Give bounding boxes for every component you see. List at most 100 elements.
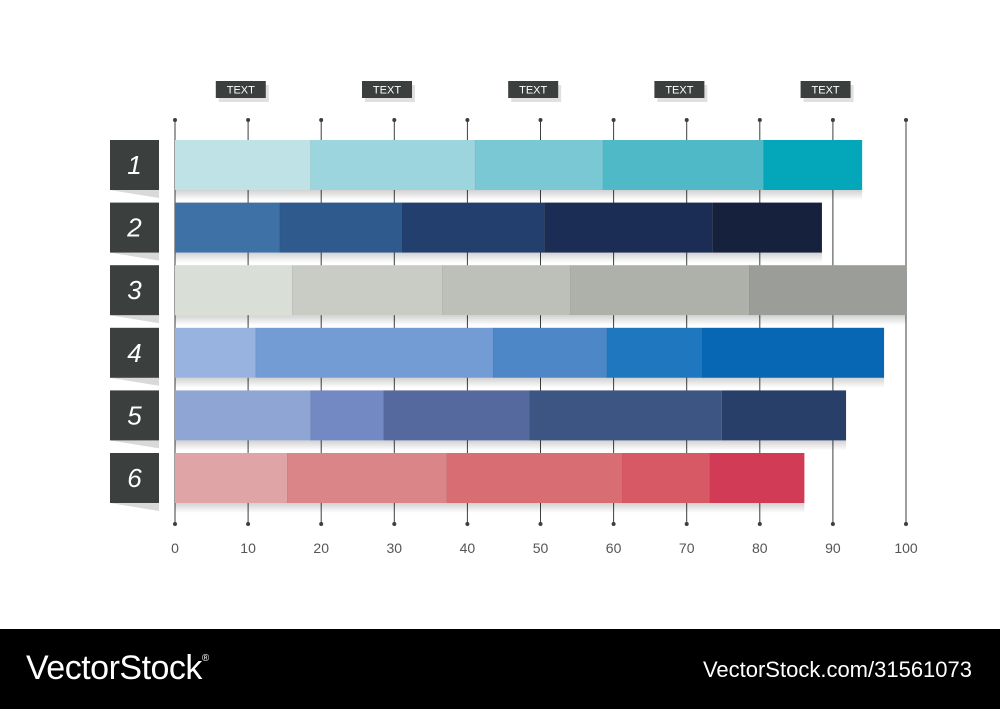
bar-segment-2-1 [175, 202, 280, 253]
row-label-shadow-3 [110, 315, 159, 324]
gridline-bottom-dot-90 [830, 522, 835, 526]
bar-segment-edge-3-5 [748, 265, 767, 316]
row-label-4: 4 [127, 338, 141, 368]
bar-segment-edge-3-2 [291, 265, 310, 316]
bar-segment-edge-2-5 [712, 202, 731, 253]
top-label-text: TEXT [227, 85, 255, 97]
bar-segment-edge-1-3 [474, 140, 493, 190]
bar-segment-edge-1-2 [310, 140, 329, 190]
bar-segment-3-5 [748, 265, 906, 316]
x-tick-label-50: 50 [533, 540, 549, 556]
bar-segment-edge-3-4 [569, 265, 588, 316]
row-label-box-5 [110, 390, 159, 441]
bar-segment-edge-6-4 [621, 453, 640, 503]
footer-bar: VectorStock® VectorStock.com/31561073 [0, 629, 1000, 709]
bar-segment-edge-4-4 [606, 327, 625, 378]
bar-segment-2-5 [712, 202, 822, 253]
gridline-top-dot-40 [465, 118, 470, 122]
gridline-top-dot-90 [830, 118, 835, 122]
row-label-1: 1 [127, 150, 141, 180]
gridline-bottom-dot-0 [173, 522, 177, 526]
x-tick-label-60: 60 [606, 540, 622, 556]
bar-segment-3-1 [175, 265, 292, 316]
row-labels: 1 2 3 4 5 6 [110, 140, 159, 511]
gridline-bottom-dot-100 [904, 522, 908, 526]
row-label-shadow-1 [110, 190, 159, 198]
gridline-top-dot-80 [757, 118, 762, 122]
x-tick-label-20: 20 [313, 540, 329, 556]
bar-segment-5-1 [175, 390, 311, 441]
bar-segment-4-1 [175, 327, 256, 378]
gridline-bottom-dot-10 [246, 522, 251, 526]
gridline-top-dot-30 [392, 118, 397, 122]
row-label-shadow-2 [110, 252, 159, 261]
bar-segment-3-3 [441, 265, 570, 316]
gridline-bottom-dot-20 [319, 522, 324, 526]
bar-shadow-2 [175, 252, 822, 263]
bar-shadow-6 [175, 503, 805, 513]
x-tick-label-30: 30 [387, 540, 403, 556]
x-tick-label-100: 100 [894, 540, 918, 556]
x-tick-label-90: 90 [825, 540, 841, 556]
bar-segment-edge-2-3 [401, 202, 420, 253]
row-label-shadow-5 [110, 440, 159, 449]
top-label-box [215, 81, 266, 98]
row-label-box-4 [110, 327, 159, 378]
bar-segment-edge-1-4 [602, 140, 621, 190]
top-label-text: TEXT [812, 85, 840, 97]
gridline-top-dot-20 [319, 118, 324, 122]
top-label-box [800, 81, 851, 98]
gridline-bottom-dot-30 [392, 522, 397, 526]
top-label-box [508, 81, 559, 98]
top-label-box [361, 81, 412, 98]
bar-segment-5-3 [383, 390, 530, 441]
bar-segment-4-2 [255, 327, 493, 378]
top-label-text: TEXT [665, 85, 693, 97]
top-label-text: TEXT [373, 85, 401, 97]
x-tick-label-0: 0 [171, 540, 179, 556]
row-label-box-3 [110, 265, 159, 316]
bar-segment-2-3 [401, 202, 545, 253]
row-label-box-1 [110, 140, 159, 190]
row-label-2: 2 [126, 213, 142, 243]
row-label-box-6 [110, 453, 159, 503]
bar-segment-6-2 [286, 453, 447, 503]
bar-segment-edge-5-4 [529, 390, 548, 441]
x-axis-ticks: 0 10 20 30 40 50 60 70 80 90 100 [171, 540, 918, 556]
bar-segment-4-3 [492, 327, 607, 378]
gridline-bottom-dot-60 [611, 522, 616, 526]
chart-area: TEXT TEXT TEXT TEXT TEXT 1 2 3 4 5 6 0 10 20 30 40 50 6… [110, 81, 918, 556]
bar-shadow-1 [175, 190, 863, 200]
row-label-box-2 [110, 202, 159, 253]
bar-segment-edge-2-2 [279, 202, 298, 253]
bar-segment-2-2 [279, 202, 402, 253]
top-labels: TEXT TEXT TEXT TEXT TEXT [215, 81, 854, 102]
bar-segment-6-1 [175, 453, 287, 503]
bar-segment-6-3 [446, 453, 622, 503]
row-label-5: 5 [127, 400, 142, 430]
bar-shadow-5 [175, 440, 847, 451]
x-tick-label-10: 10 [240, 540, 256, 556]
gridline-top-dot-60 [611, 118, 616, 122]
bar-segment-edge-6-3 [446, 453, 465, 503]
bar-segment-edge-4-3 [492, 327, 511, 378]
bar-segment-1-3 [474, 140, 603, 190]
bar-segment-1-2 [310, 140, 475, 190]
row-label-6: 6 [127, 463, 142, 493]
bar-segment-4-5 [701, 327, 885, 378]
bar-shadow-4 [175, 377, 885, 388]
bar-segment-1-1 [175, 140, 311, 190]
stacked-bar-chart: TEXT TEXT TEXT TEXT TEXT 1 2 3 4 5 6 0 10 20 30 40 50 6… [110, 81, 918, 556]
x-tick-label-70: 70 [679, 540, 695, 556]
bar-segment-5-5 [721, 390, 847, 441]
footer-image-id: VectorStock.com/31561073 [702, 657, 972, 682]
bar-segment-edge-2-4 [544, 202, 563, 253]
bar-segment-3-4 [569, 265, 749, 316]
bar-segment-edge-6-5 [709, 453, 728, 503]
bar-segment-1-4 [602, 140, 764, 190]
bar-segment-edge-6-2 [286, 453, 305, 503]
gridline-bottom-dot-70 [684, 522, 689, 526]
gridline-bottom-dot-50 [538, 522, 543, 526]
bars [175, 140, 906, 513]
bar-segment-edge-4-5 [701, 327, 720, 378]
